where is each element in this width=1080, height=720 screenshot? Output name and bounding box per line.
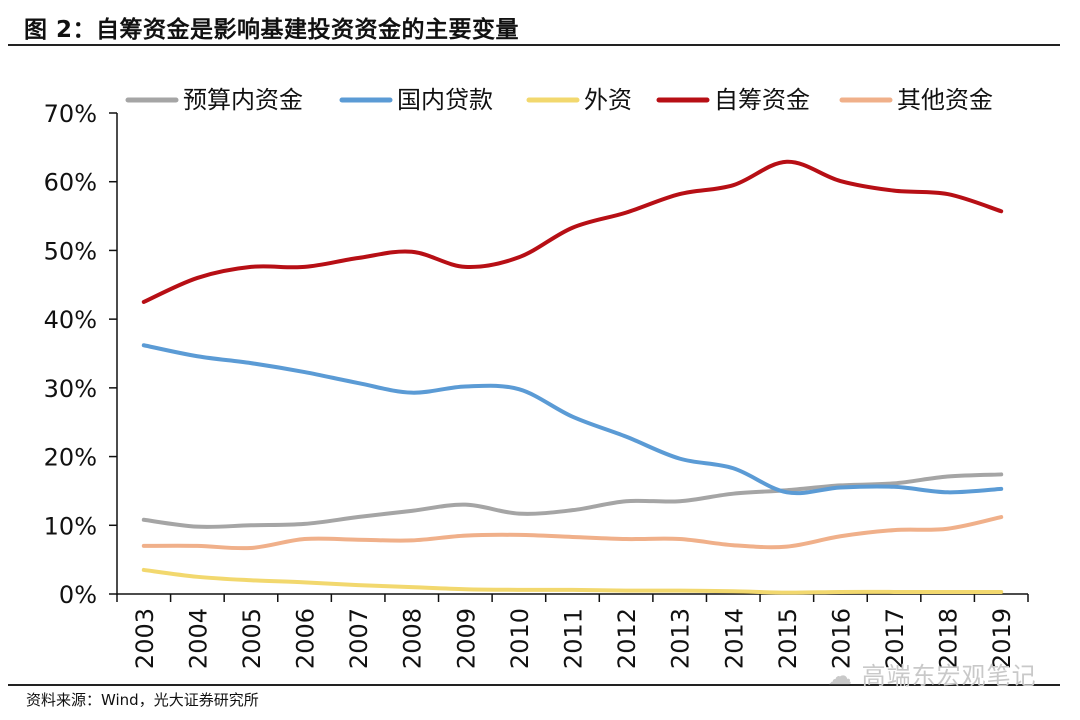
chart-title: 图 2：自筹资金是影响基建投资资金的主要变量 [24, 17, 520, 43]
y-tick-label: 70% [44, 100, 97, 128]
watermark-text: 高端东宏观笔记 [861, 662, 1037, 690]
legend-item: 自筹资金 [656, 86, 810, 114]
series-line-1 [141, 343, 1004, 496]
title-divider [8, 44, 1060, 46]
y-tick-label: 50% [44, 237, 97, 265]
x-tick-label: 2014 [720, 608, 748, 669]
x-tick-label: 2009 [452, 608, 480, 669]
series-line-2 [141, 567, 1004, 595]
y-tick-label: 40% [44, 306, 97, 334]
x-tick-label: 2016 [827, 608, 855, 669]
legend-label: 外资 [584, 86, 632, 114]
x-tick-label: 2015 [774, 608, 802, 669]
watermark: ☁ 高端东宏观笔记 [828, 656, 1037, 691]
x-tick-label: 2017 [881, 608, 909, 669]
y-axis: 0% 10% 20% 30% 40% 50% 60% 70% [44, 100, 118, 609]
x-tick-label: 2011 [560, 608, 588, 669]
x-tick-label: 2013 [667, 608, 695, 669]
x-tick-label: 2006 [292, 608, 320, 669]
x-axis: 2003 2004 2005 2006 2007 2008 2009 2010 2011 2012… [116, 593, 1029, 669]
series-line-4 [141, 515, 1004, 551]
x-tick-label: 2012 [613, 608, 641, 669]
legend-label: 预算内资金 [183, 86, 303, 114]
legend-item: 预算内资金 [125, 86, 303, 114]
x-tick-label: 2018 [935, 608, 963, 669]
x-tick-label: 2007 [345, 608, 373, 669]
y-tick-label: 10% [44, 512, 97, 540]
legend-label: 其他资金 [897, 86, 993, 114]
x-tick-label: 2004 [184, 608, 212, 669]
legend-item: 外资 [526, 86, 632, 114]
x-tick-label: 2008 [399, 608, 427, 669]
series-line-3 [141, 159, 1004, 304]
legend-label: 国内贷款 [397, 86, 493, 114]
series-line-0 [141, 472, 1004, 529]
legend-item: 其他资金 [839, 86, 993, 114]
legend-item: 国内贷款 [339, 86, 493, 114]
x-tick-label: 2019 [988, 608, 1016, 669]
y-tick-label: 0% [59, 581, 97, 609]
wechat-icon: ☁ [828, 662, 853, 690]
series-lines [141, 159, 1004, 595]
y-tick-label: 30% [44, 375, 97, 403]
legend-label: 自筹资金 [714, 86, 810, 114]
legend: 预算内资金 国内贷款 外资 自筹资金 其他资金 [125, 86, 993, 114]
x-tick-label: 2010 [506, 608, 534, 669]
source-note: 资料来源：Wind，光大证券研究所 [26, 691, 259, 709]
y-tick-label: 20% [44, 444, 97, 472]
x-tick-label: 2005 [238, 608, 266, 669]
y-tick-label: 60% [44, 169, 97, 197]
footer-divider [8, 684, 1060, 686]
x-tick-label: 2003 [131, 608, 159, 669]
